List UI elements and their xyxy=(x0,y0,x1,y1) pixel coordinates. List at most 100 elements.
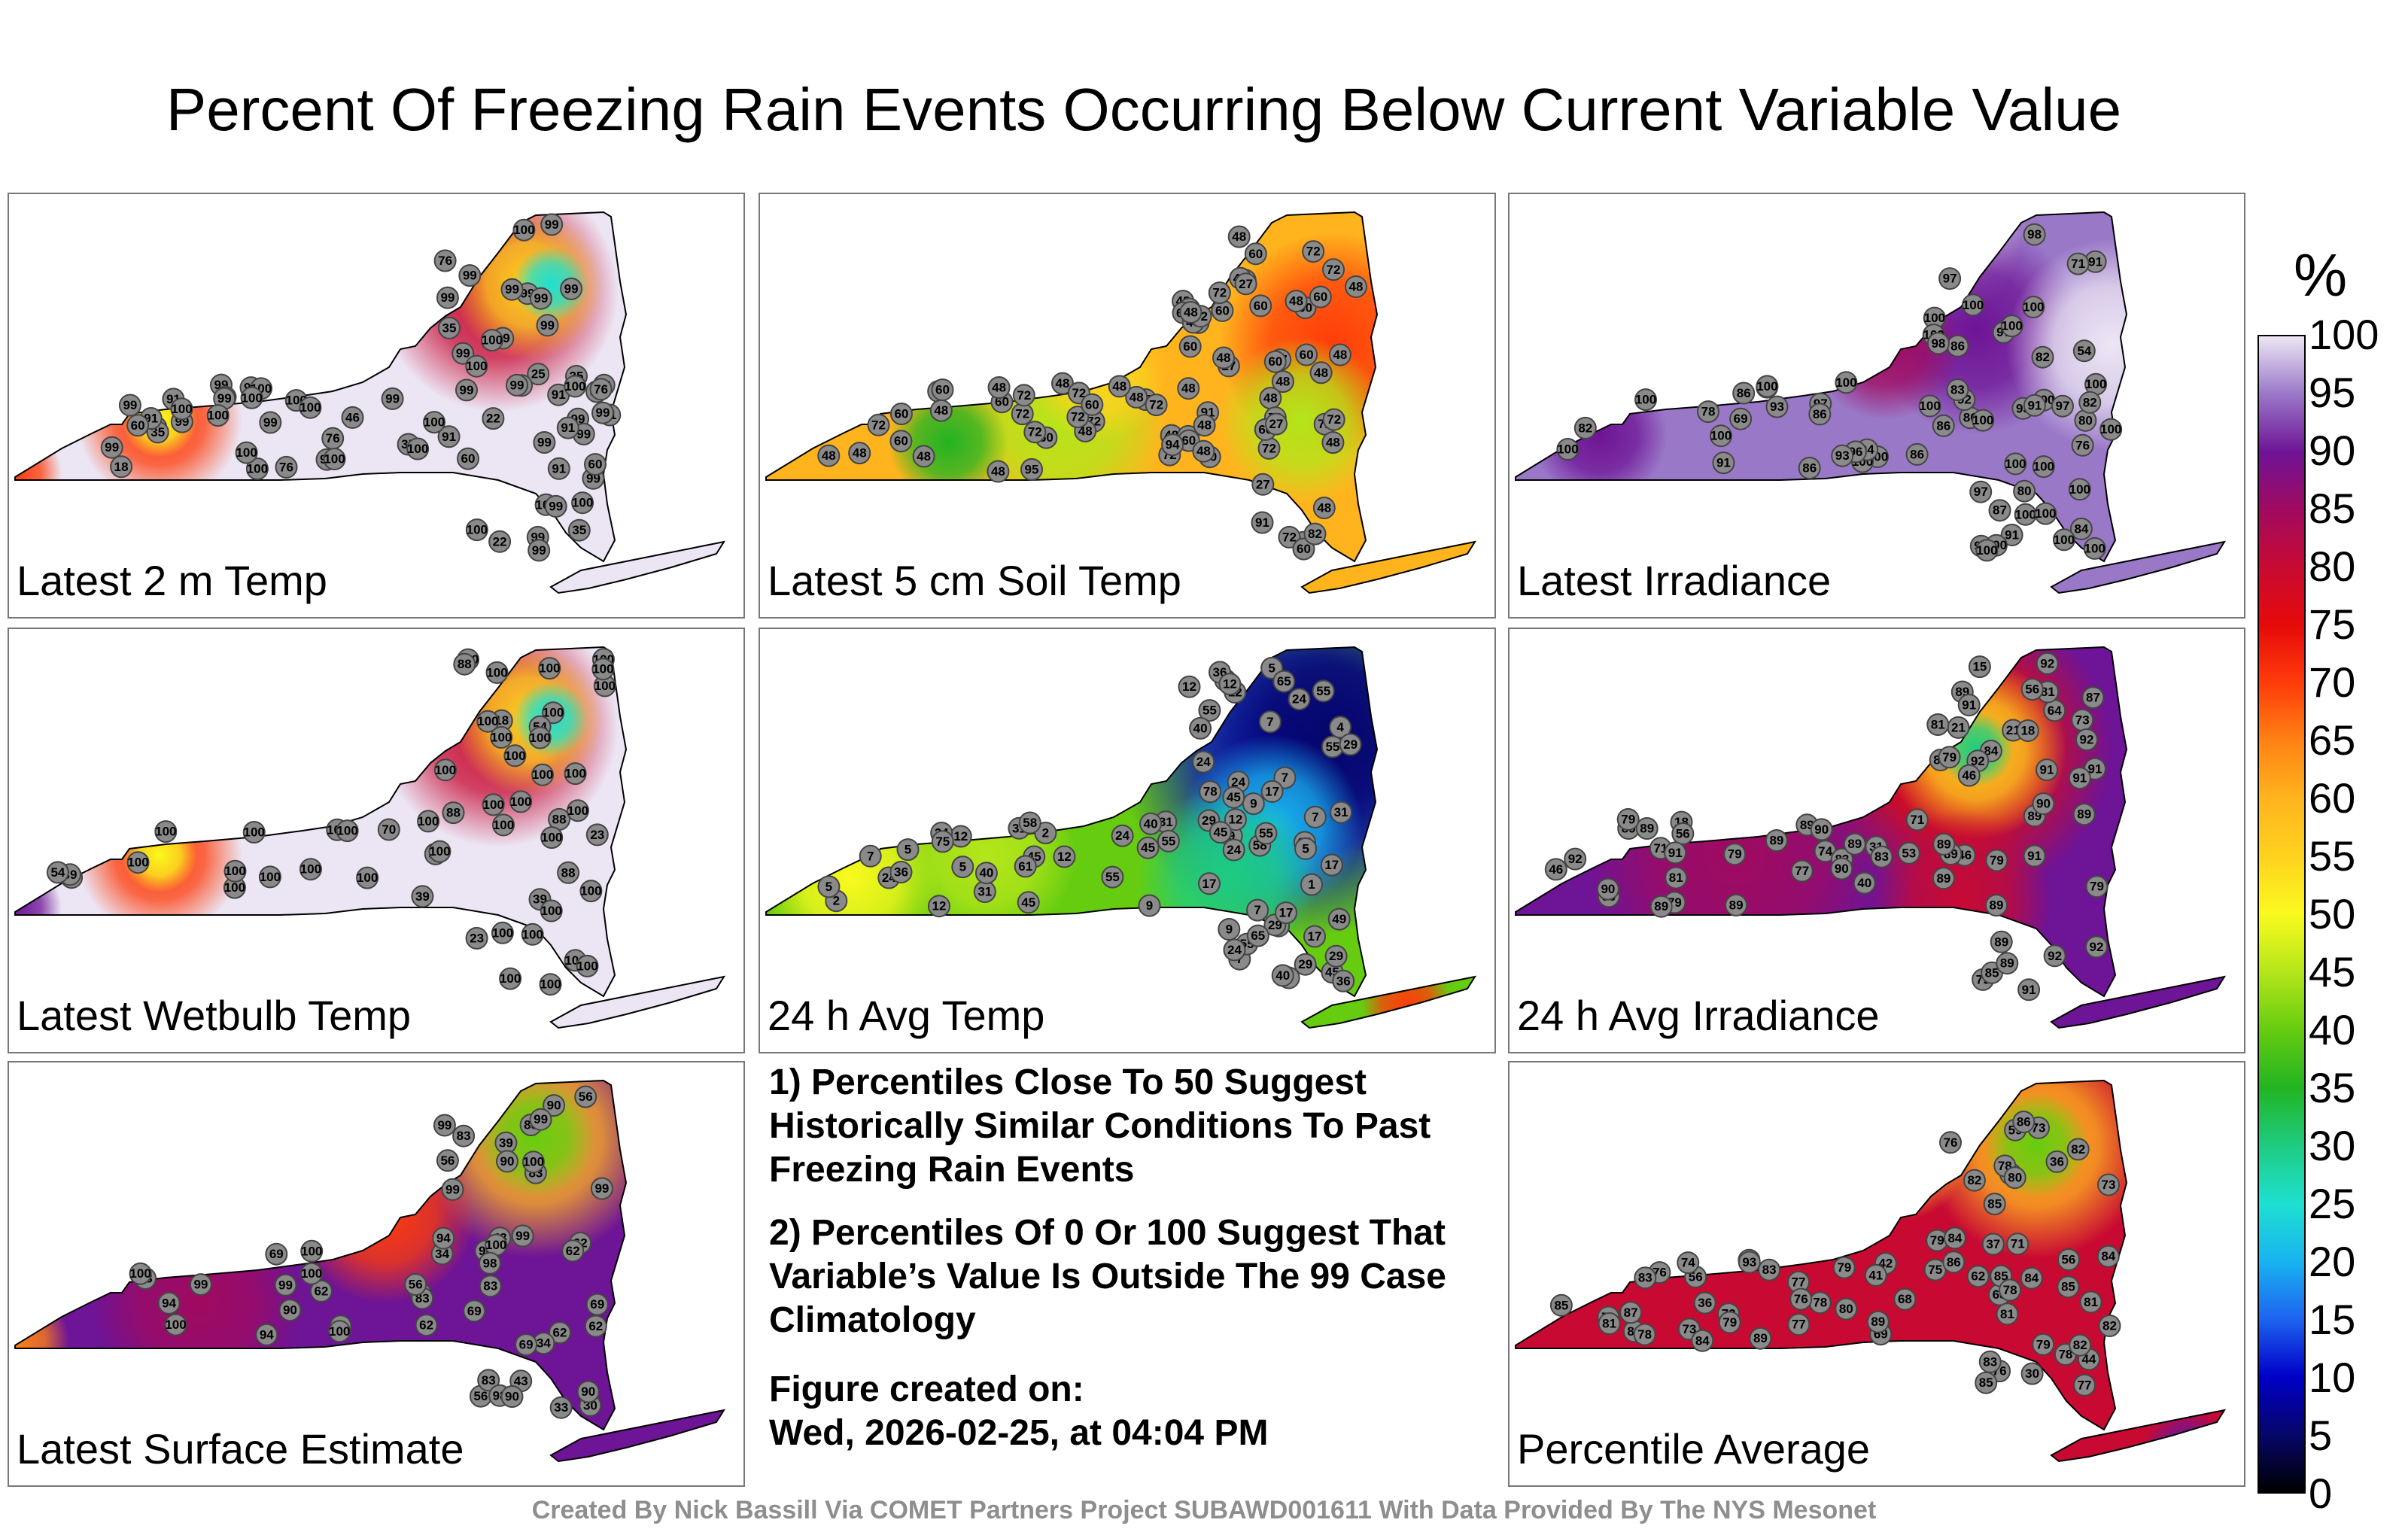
figure-title: Percent Of Freezing Rain Events Occurrin… xyxy=(166,76,2122,143)
station-value: 91 xyxy=(2022,983,2036,997)
station-value: 72 xyxy=(1306,245,1321,259)
station-value: 56 xyxy=(2061,1253,2075,1267)
map-svg: 7125524229555315774224177771259121912917… xyxy=(765,646,1477,1029)
station-value: 49 xyxy=(1332,912,1346,926)
station-value: 5 xyxy=(1268,661,1275,675)
station-marker: 48 xyxy=(1192,439,1215,463)
station-value: 9 xyxy=(1250,797,1257,811)
station-value: 91 xyxy=(1255,515,1269,530)
station-marker: 21 xyxy=(1947,716,1970,739)
station-value: 44 xyxy=(2081,1352,2096,1366)
station-marker: 99 xyxy=(189,1273,212,1296)
station-marker: 77 xyxy=(1787,1313,1811,1336)
station-marker: 100 xyxy=(154,820,178,843)
station-value: 99 xyxy=(515,1229,530,1243)
station-marker: 100 xyxy=(538,657,561,680)
station-value: 53 xyxy=(1902,846,1916,860)
station-marker: 92 xyxy=(2036,652,2059,675)
station-marker: 91 xyxy=(437,425,461,448)
colorbar-tick: 50 xyxy=(2309,890,2356,938)
station-marker: 100 xyxy=(300,1262,323,1285)
station-marker: 56 xyxy=(1671,822,1695,845)
station-value: 88 xyxy=(446,806,461,820)
station-marker: 12 xyxy=(928,895,950,918)
station-marker: 76 xyxy=(275,455,298,479)
created-date: Wed, 2026-02-25, at 04:04 PM xyxy=(769,1413,1269,1453)
station-value: 62 xyxy=(588,1319,603,1333)
station-marker: 100 xyxy=(2014,503,2037,526)
station-marker: 99 xyxy=(560,277,583,300)
station-marker: 100 xyxy=(579,880,603,903)
heat-blob xyxy=(1362,960,1452,1028)
station-value: 86 xyxy=(1802,461,1817,476)
station-value: 100 xyxy=(2023,300,2044,315)
station-marker: 60 xyxy=(889,430,913,453)
station-marker: 97 xyxy=(1969,480,1993,503)
station-value: 85 xyxy=(1985,965,1999,980)
station-marker: 100 xyxy=(528,726,552,749)
station-marker: 24 xyxy=(1222,838,1245,862)
station-marker: 100 xyxy=(428,840,451,863)
station-value: 100 xyxy=(592,662,613,676)
station-value: 100 xyxy=(1835,375,1856,390)
station-value: 100 xyxy=(418,814,439,828)
station-marker: 100 xyxy=(1634,388,1657,412)
station-value: 69 xyxy=(1734,412,1748,426)
station-value: 100 xyxy=(1963,298,1984,312)
station-value: 86 xyxy=(1947,1255,1961,1269)
station-marker: 91 xyxy=(2023,844,2046,868)
station-layer: 9991761876999922359191112599229176353560… xyxy=(100,213,622,562)
station-marker: 62 xyxy=(415,1314,438,1337)
station-marker: 81 xyxy=(1996,1302,2019,1326)
station-value: 79 xyxy=(1722,1315,1737,1330)
station-value: 60 xyxy=(894,407,908,421)
station-marker: 91 xyxy=(1251,511,1274,534)
long-island-outline xyxy=(1300,975,1477,1029)
station-marker: 41 xyxy=(1864,1263,1887,1287)
station-marker: 45 xyxy=(1136,836,1160,859)
station-marker: 100 xyxy=(540,826,564,850)
station-marker: 55 xyxy=(1254,822,1278,845)
station-value: 92 xyxy=(1971,754,1985,768)
station-marker: 100 xyxy=(465,354,488,378)
station-value: 79 xyxy=(1990,853,2004,868)
station-value: 82 xyxy=(2073,1338,2087,1352)
station-value: 25 xyxy=(531,367,546,381)
station-value: 60 xyxy=(1254,299,1268,313)
station-value: 48 xyxy=(1112,379,1126,394)
station-value: 99 xyxy=(545,217,559,232)
heat-blob xyxy=(1871,810,2051,990)
station-marker: 60 xyxy=(1081,393,1104,416)
station-value: 60 xyxy=(1183,339,1197,354)
station-value: 9 xyxy=(1146,898,1153,913)
notes-block: 1) Percentiles Close To 50 Suggest Histo… xyxy=(769,1061,1491,1475)
heat-fill xyxy=(1516,212,2224,593)
station-value: 94 xyxy=(1166,438,1180,452)
station-marker: 99 xyxy=(529,287,552,310)
station-marker: 17 xyxy=(1260,780,1284,803)
station-marker: 69 xyxy=(1729,407,1753,430)
station-marker: 48 xyxy=(987,376,1011,399)
station-marker: 91 xyxy=(2017,978,2041,1002)
station-value: 72 xyxy=(1017,388,1031,403)
station-marker: 2 xyxy=(1034,822,1057,844)
station-marker: 100 xyxy=(1556,438,1579,460)
long-island-outline xyxy=(549,1409,726,1463)
station-marker: 76 xyxy=(1789,1287,1813,1311)
station-value: 84 xyxy=(2101,1249,2115,1263)
station-marker: 76 xyxy=(433,249,457,272)
station-marker: 12 xyxy=(1218,673,1242,696)
colorbar xyxy=(2258,335,2306,1494)
station-marker: 100 xyxy=(512,218,536,242)
station-value: 29 xyxy=(1329,949,1343,963)
station-value: 7 xyxy=(1312,810,1318,824)
station-marker: 60 xyxy=(1295,343,1318,366)
station-value: 72 xyxy=(1282,530,1297,544)
station-marker: 84 xyxy=(2020,1266,2043,1290)
station-marker: 48 xyxy=(929,399,953,422)
station-marker: 100 xyxy=(1972,409,1995,432)
station-value: 62 xyxy=(566,1244,580,1258)
station-marker: 69 xyxy=(463,1299,486,1323)
station-marker: 91 xyxy=(2068,767,2091,790)
station-marker: 97 xyxy=(2051,394,2074,418)
